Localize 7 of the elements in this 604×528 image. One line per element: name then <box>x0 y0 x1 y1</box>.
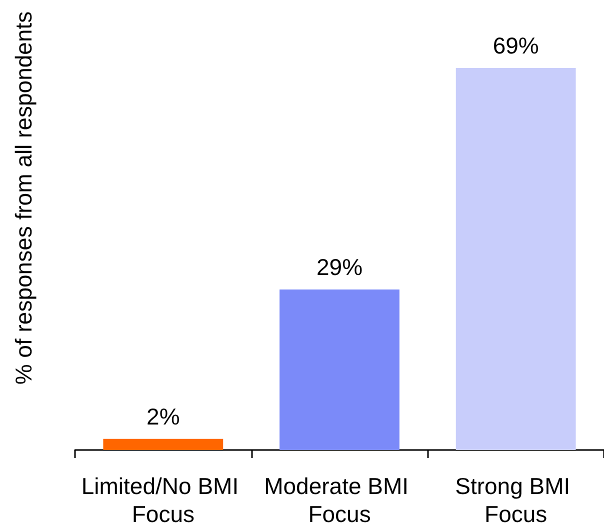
data-label: 2% <box>146 403 180 430</box>
data-label: 29% <box>316 254 363 280</box>
x-tick-label: Limited/No BMI Focus <box>81 473 245 527</box>
data-label: 69% <box>492 32 539 58</box>
x-tick-label: Moderate BMI Focus <box>264 473 415 527</box>
y-axis-title: % of responses from all respondents <box>10 11 36 385</box>
x-tick-label: Strong BMI Focus <box>455 473 577 527</box>
